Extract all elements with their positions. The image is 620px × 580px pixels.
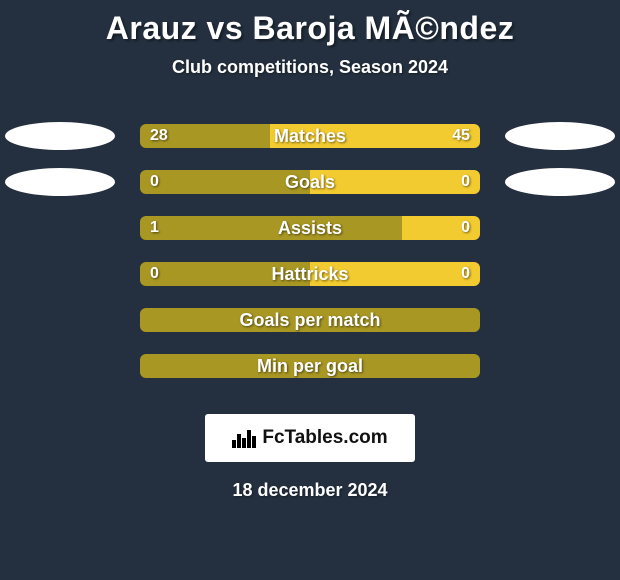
stat-row: Goals per match (0, 302, 620, 348)
stat-value-left: 0 (150, 170, 159, 194)
player-left-marker (5, 122, 115, 150)
stat-value-left: 28 (150, 124, 168, 148)
stat-bar (140, 216, 480, 240)
stat-row: Goals00 (0, 164, 620, 210)
logo-text: FcTables.com (262, 427, 387, 449)
stat-bar (140, 262, 480, 286)
comparison-widget: Arauz vs Baroja MÃ©ndez Club competition… (0, 0, 620, 580)
bar-chart-icon (232, 428, 256, 448)
stat-bar-left (140, 308, 480, 332)
stat-bar-left (140, 216, 402, 240)
page-subtitle: Club competitions, Season 2024 (0, 57, 620, 78)
stat-bar-left (140, 262, 310, 286)
fctables-logo[interactable]: FcTables.com (205, 414, 415, 462)
footer-date: 18 december 2024 (0, 480, 620, 501)
stat-row: Min per goal (0, 348, 620, 394)
stat-bar-right (270, 124, 480, 148)
stat-value-right: 45 (452, 124, 470, 148)
stat-bar (140, 170, 480, 194)
stat-bar-right (310, 170, 480, 194)
stat-bar-left (140, 170, 310, 194)
stat-value-right: 0 (461, 216, 470, 240)
stat-row: Matches2845 (0, 118, 620, 164)
stat-bar-left (140, 354, 480, 378)
stat-row: Hattricks00 (0, 256, 620, 302)
stat-row: Assists10 (0, 210, 620, 256)
stat-value-left: 0 (150, 262, 159, 286)
stat-bar (140, 354, 480, 378)
stat-value-right: 0 (461, 170, 470, 194)
stat-bar-right (310, 262, 480, 286)
player-right-marker (505, 122, 615, 150)
stat-bar (140, 308, 480, 332)
page-title: Arauz vs Baroja MÃ©ndez (0, 0, 620, 47)
player-left-marker (5, 168, 115, 196)
stat-value-left: 1 (150, 216, 159, 240)
stat-bar (140, 124, 480, 148)
player-right-marker (505, 168, 615, 196)
stat-value-right: 0 (461, 262, 470, 286)
chart-area: Matches2845Goals00Assists10Hattricks00Go… (0, 118, 620, 394)
